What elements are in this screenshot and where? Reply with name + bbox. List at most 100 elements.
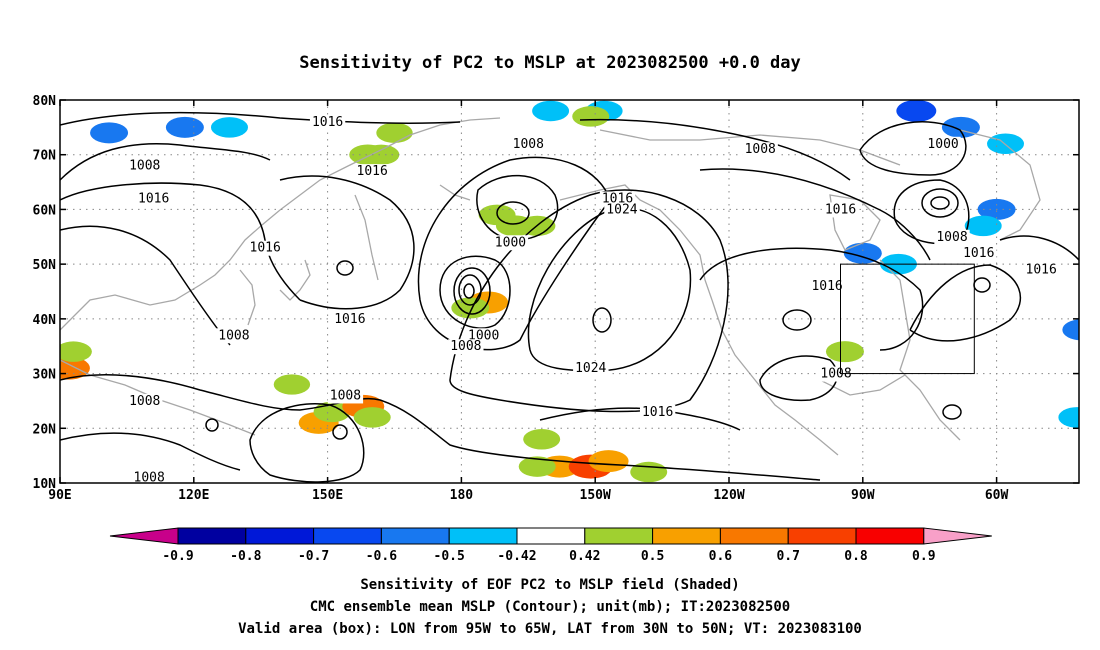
contour-label: 1016: [811, 279, 842, 294]
shading-blob: [532, 100, 570, 122]
contour-label: 1008: [450, 339, 481, 354]
contour-labels: 1016 1016 1008 1016 1016 1016 1008 1008 1008 1008…: [127, 114, 1059, 483]
contour-label-bg: [818, 366, 854, 382]
shading-blob: [362, 144, 400, 165]
lon-tick-label: 180: [450, 488, 474, 503]
map-title: Sensitivity of PC2 to MSLP at 2023082500…: [299, 53, 801, 73]
colorbar-level-label: -0.7: [298, 549, 329, 564]
contour-low-labrador2: [930, 196, 950, 210]
contour-label-bg: [510, 136, 546, 152]
lat-tick-label: 10N: [33, 477, 57, 492]
contour-label: 1008: [820, 367, 851, 382]
colorbar-swatch: [313, 527, 382, 545]
shading-blob: [210, 117, 248, 138]
coast-alaska: [559, 184, 713, 301]
lat-tick-label: 70N: [33, 149, 57, 164]
shading-blob: [964, 215, 1002, 237]
contour-label-bg: [639, 404, 676, 420]
contour-small-3: [782, 309, 812, 331]
footer-line-2: CMC ensemble mean MSLP (Contour); unit(m…: [310, 599, 790, 615]
lat-tick-label: 60N: [33, 203, 57, 218]
colorbar-swatch: [177, 527, 247, 545]
contour-label: 1016: [138, 191, 169, 206]
lat-lon-grid: [60, 100, 1079, 483]
contour-label-bg: [925, 136, 961, 152]
latitude-ticks: 80N 70N 60N 50N 40N 30N 20N 10N: [33, 94, 1079, 492]
sensitivity-shading: [60, 100, 1079, 483]
lon-tick-label: 90W: [851, 488, 875, 503]
contour-high-pocket: [592, 307, 612, 333]
shading-blob: [941, 116, 980, 138]
contour-label-bg: [131, 470, 167, 483]
colorbar-swatch: [719, 527, 789, 545]
contour-label-bg: [354, 164, 390, 180]
lat-tick-label: 20N: [33, 422, 57, 437]
contour-1008-typhoon: [249, 403, 365, 483]
contour-low-atlantic-sub: [942, 404, 962, 420]
contour-label-bg: [961, 246, 997, 262]
contour-label: 1008: [129, 159, 160, 174]
colorbar-level-label: -0.42: [497, 549, 536, 564]
lat-tick-label: 50N: [33, 258, 57, 273]
shading-blob: [451, 297, 490, 319]
shading-blob: [60, 341, 92, 362]
lat-tick-label: 40N: [33, 313, 57, 328]
contour-1016-atlantic: [909, 264, 1021, 342]
colorbar-level-label: -0.9: [162, 549, 193, 564]
contour-small-1: [205, 418, 219, 432]
contour-label-bg: [809, 279, 845, 295]
shading-blob: [353, 407, 391, 428]
contour-1008-trough: [60, 374, 821, 481]
contour-label: 1000: [927, 137, 958, 152]
contour-1016-asia: [60, 182, 301, 301]
shading-blob: [523, 428, 561, 450]
colorbar-swatch: [787, 527, 857, 545]
colorbar-level-label: 0.9: [912, 549, 935, 564]
colorbar-level-label: 0.8: [844, 549, 868, 564]
contour-low-1000-b2: [453, 267, 491, 315]
lon-tick-label: 120W: [713, 488, 744, 503]
lon-tick-label: 60W: [985, 488, 1009, 503]
footer-line-3: Valid area (box): LON from 95W to 65W, L…: [238, 621, 862, 637]
colorbar: -0.9 -0.8 -0.7 -0.6 -0.5 -0.42 0.42 0.5 0.6 0.7 0.…: [109, 527, 992, 564]
contour-label: 1008: [745, 142, 776, 157]
contour-1016-high: [449, 189, 729, 413]
shading-blob: [273, 374, 311, 395]
map-background: [60, 100, 1079, 483]
shading-blob: [90, 122, 129, 144]
contour-label-bg: [136, 191, 172, 207]
shading-blob: [572, 106, 610, 127]
colorbar-arrow-right: [923, 527, 992, 545]
contour-label: 1024: [575, 361, 606, 376]
contour-label-bg: [127, 393, 163, 409]
coast-korea-japan: [239, 259, 311, 326]
contour-1016-pacific-west: [279, 175, 415, 310]
coast-gulf: [819, 374, 906, 396]
shading-blob: [630, 461, 668, 483]
longitude-ticks: 90E 120E 150E 180 150W 120W 90W 60W: [48, 100, 1009, 503]
shading-blob: [588, 450, 629, 473]
contour-1008-asia-mid: [60, 225, 231, 346]
contour-label-bg: [1023, 262, 1059, 278]
contour-label-bg: [247, 240, 283, 256]
shading-blob: [825, 341, 864, 363]
lon-tick-label: 120E: [178, 488, 209, 503]
contour-label-bg: [216, 328, 252, 344]
contour-1008-labrador: [893, 179, 970, 245]
contour-label: 1016: [357, 164, 388, 179]
shading-blob: [376, 122, 413, 143]
contour-label-bg: [573, 361, 609, 377]
colorbar-swatch: [855, 527, 925, 545]
contour-small-2: [336, 260, 354, 276]
contour-typhoon-center: [332, 424, 348, 440]
contour-label: 1016: [642, 405, 673, 420]
shading-blob: [896, 100, 937, 122]
colorbar-swatch: [380, 527, 450, 545]
contour-label-bg: [742, 142, 778, 158]
contour-label: 1008: [129, 394, 160, 409]
lat-tick-label: 80N: [33, 94, 57, 109]
contour-label: 1016: [334, 312, 365, 327]
coast-greenland: [959, 129, 1041, 241]
valid-area-box: [840, 263, 975, 375]
colorbar-swatch: [516, 527, 586, 545]
